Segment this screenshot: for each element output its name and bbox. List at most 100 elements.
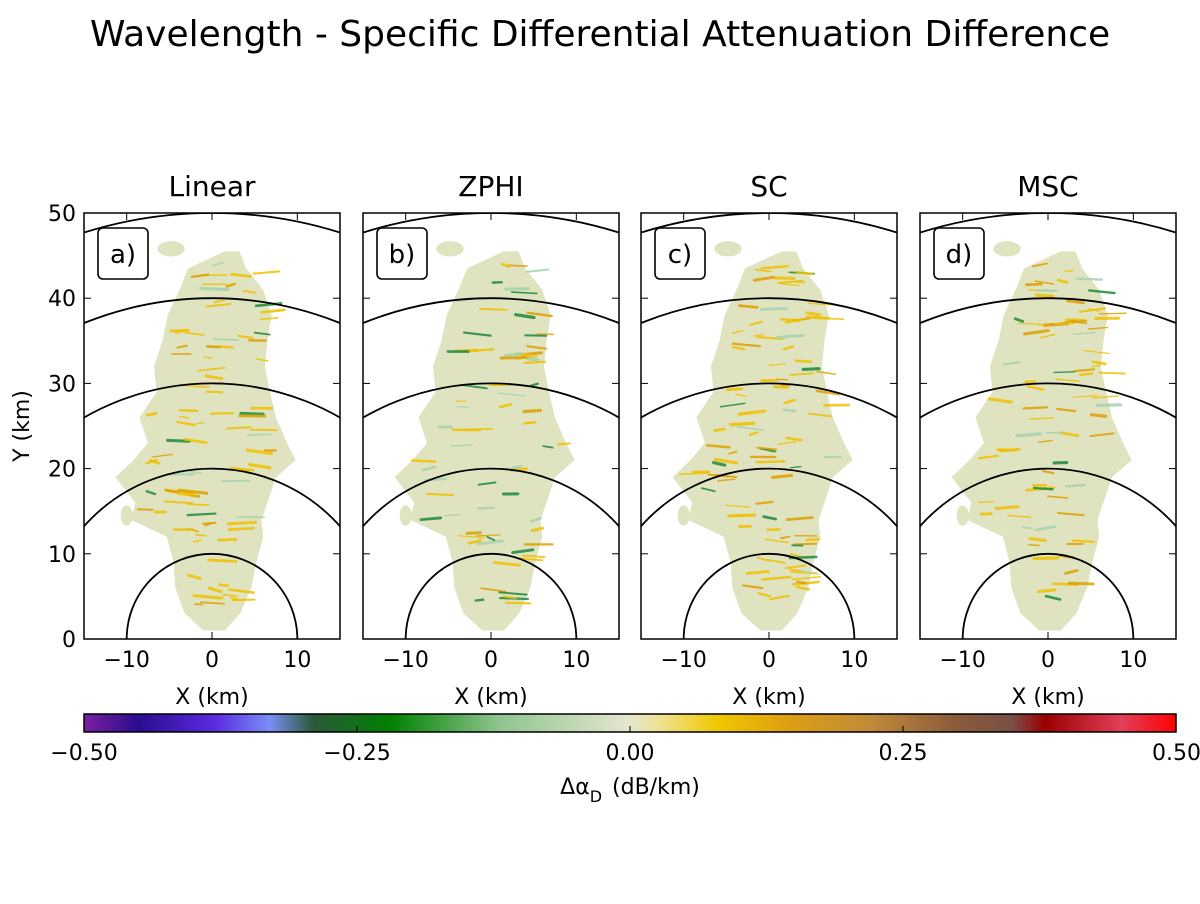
attenuation-streak xyxy=(452,445,472,446)
attenuation-streak xyxy=(525,362,545,363)
attenuation-streak xyxy=(1069,583,1093,584)
attenuation-streak xyxy=(806,539,819,540)
attenuation-streak xyxy=(761,308,786,309)
y-tick-label: 50 xyxy=(48,202,76,227)
x-tick-label: −10 xyxy=(103,648,149,673)
attenuation-streak xyxy=(559,443,570,444)
attenuation-streak xyxy=(219,540,236,541)
panel-title: Linear xyxy=(168,170,256,203)
echo-cell xyxy=(121,505,133,525)
attenuation-streak xyxy=(796,361,810,362)
echo-cell xyxy=(678,505,690,525)
attenuation-streak xyxy=(180,410,197,411)
attenuation-streak xyxy=(207,346,219,347)
attenuation-streak xyxy=(727,389,741,390)
echo-cell xyxy=(714,241,741,256)
echo-cell xyxy=(436,241,463,256)
attenuation-streak xyxy=(715,429,725,430)
attenuation-streak xyxy=(1077,279,1102,280)
attenuation-streak xyxy=(731,423,754,424)
y-tick-label: 40 xyxy=(48,287,76,312)
attenuation-streak xyxy=(1027,284,1042,285)
attenuation-streak xyxy=(508,265,527,266)
attenuation-streak xyxy=(1000,449,1019,450)
attenuation-streak xyxy=(1017,434,1041,436)
attenuation-streak xyxy=(1036,295,1052,296)
attenuation-streak xyxy=(1099,373,1125,374)
attenuation-streak xyxy=(777,335,803,337)
x-tick-label: 10 xyxy=(1119,648,1147,673)
attenuation-streak xyxy=(803,369,819,370)
attenuation-streak xyxy=(1024,407,1047,408)
attenuation-streak xyxy=(1034,488,1052,489)
echo-cell xyxy=(157,241,184,256)
panel-label: c) xyxy=(668,240,692,270)
attenuation-streak xyxy=(797,582,805,584)
echo-cell xyxy=(400,505,412,525)
attenuation-streak xyxy=(782,319,799,321)
attenuation-streak xyxy=(211,413,233,414)
attenuation-streak xyxy=(979,502,993,503)
x-axis-label: X (km) xyxy=(732,685,805,710)
attenuation-streak xyxy=(527,269,549,271)
attenuation-streak xyxy=(734,515,746,516)
x-tick-label: 0 xyxy=(484,648,498,673)
x-tick-label: 10 xyxy=(840,648,868,673)
x-tick-label: −10 xyxy=(660,648,706,673)
attenuation-streak xyxy=(213,339,238,340)
attenuation-streak xyxy=(528,359,538,360)
attenuation-streak xyxy=(798,282,805,283)
x-axis-label: X (km) xyxy=(175,685,248,710)
attenuation-streak xyxy=(506,289,528,290)
attenuation-streak xyxy=(501,358,525,359)
attenuation-streak xyxy=(458,407,470,408)
attenuation-streak xyxy=(1018,323,1039,324)
attenuation-streak xyxy=(228,522,255,524)
attenuation-streak xyxy=(1066,485,1084,486)
x-tick-label: 10 xyxy=(283,648,311,673)
attenuation-streak xyxy=(1039,590,1055,592)
x-tick-label: 0 xyxy=(1041,648,1055,673)
colorbar-tick-label: −0.25 xyxy=(323,741,390,766)
y-tick-label: 20 xyxy=(48,458,76,483)
attenuation-streak xyxy=(421,518,441,520)
echo-cell xyxy=(993,241,1020,256)
panel-title: ZPHI xyxy=(458,170,523,203)
figure-title: Wavelength - Specific Differential Atten… xyxy=(90,14,1110,55)
attenuation-streak xyxy=(197,423,204,424)
attenuation-streak xyxy=(478,508,494,509)
attenuation-streak xyxy=(524,410,540,411)
attenuation-streak xyxy=(209,560,236,561)
attenuation-streak xyxy=(138,509,153,510)
attenuation-streak xyxy=(757,461,785,462)
x-tick-label: −10 xyxy=(382,648,428,673)
attenuation-streak xyxy=(254,271,280,273)
attenuation-streak xyxy=(1047,432,1063,433)
x-tick-label: 0 xyxy=(205,648,219,673)
y-axis-label: Y (km) xyxy=(10,390,35,463)
attenuation-streak xyxy=(506,603,530,604)
attenuation-streak xyxy=(412,460,435,461)
attenuation-streak xyxy=(996,507,1018,509)
attenuation-streak xyxy=(188,504,209,505)
colorbar-tick-label: 0.25 xyxy=(879,741,928,766)
attenuation-streak xyxy=(747,571,768,573)
attenuation-streak xyxy=(513,466,521,468)
panel-title: MSC xyxy=(1017,170,1078,203)
attenuation-streak xyxy=(179,494,189,495)
attenuation-streak xyxy=(784,410,795,411)
attenuation-streak xyxy=(188,514,216,516)
attenuation-streak xyxy=(241,414,263,415)
attenuation-streak xyxy=(1091,415,1105,417)
y-tick-label: 0 xyxy=(62,628,76,653)
colorbar-tick-label: −0.50 xyxy=(50,741,117,766)
panel-title: SC xyxy=(750,170,787,203)
attenuation-streak xyxy=(196,535,206,536)
attenuation-streak xyxy=(524,422,535,423)
colorbar-tick-label: 0.50 xyxy=(1152,741,1200,766)
attenuation-streak xyxy=(147,413,156,415)
attenuation-streak xyxy=(201,288,229,289)
